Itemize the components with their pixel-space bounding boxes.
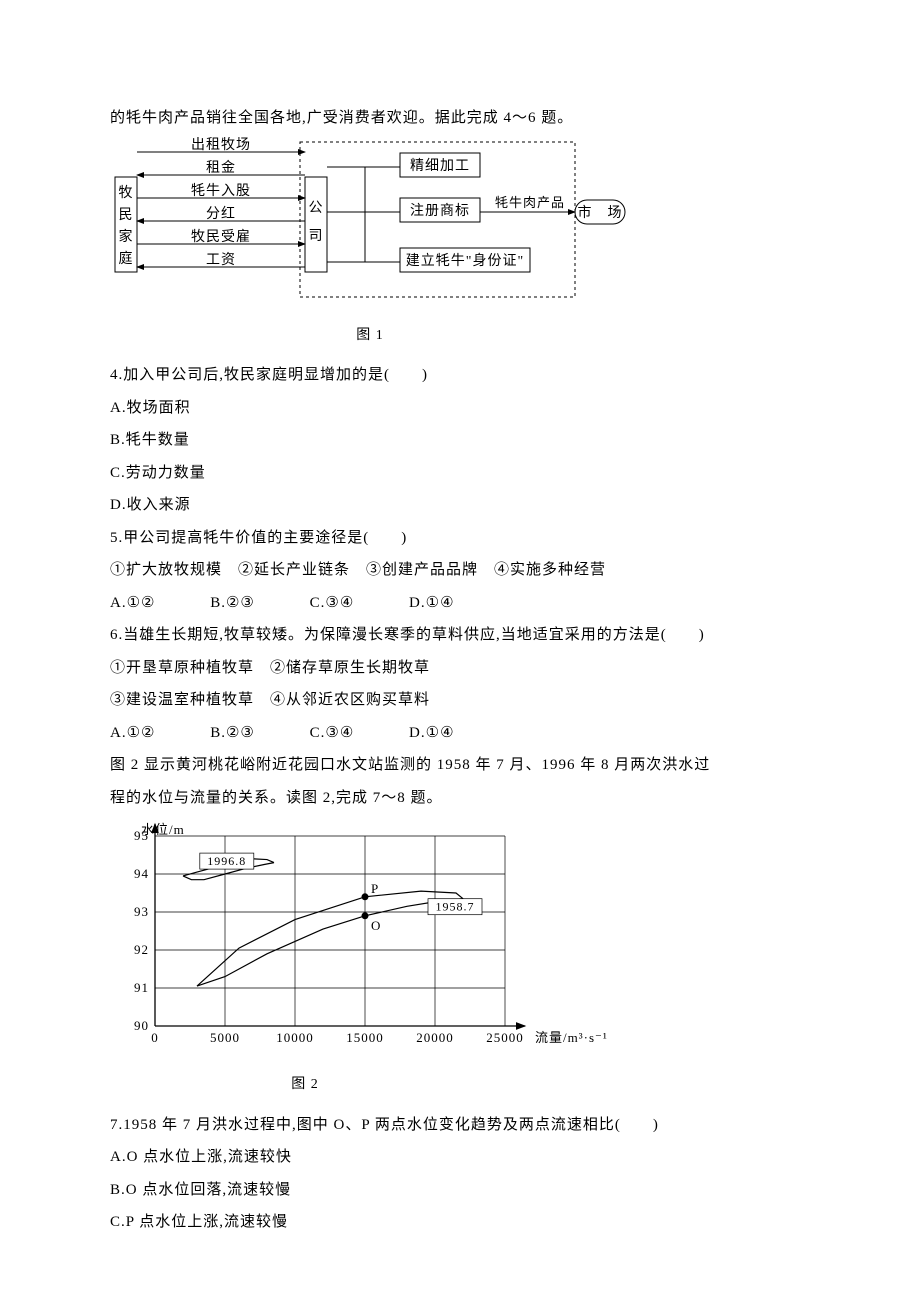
svg-text:精细加工: 精细加工 (410, 158, 470, 174)
svg-text:租金: 租金 (206, 160, 236, 176)
svg-text:92: 92 (134, 942, 149, 957)
svg-text:牧: 牧 (119, 185, 134, 201)
svg-text:93: 93 (134, 904, 149, 919)
svg-text:1958.7: 1958.7 (436, 900, 475, 914)
q7-opt-c: C.P 点水位上涨,流速较慢 (110, 1208, 810, 1237)
svg-text:91: 91 (134, 980, 149, 995)
q4-opt-a: A.牧场面积 (110, 394, 810, 423)
figure-2: 9091929394950500010000150002000025000水位/… (110, 816, 810, 1099)
svg-text:20000: 20000 (416, 1030, 454, 1045)
svg-text:94: 94 (134, 866, 149, 881)
q6-stem: 6.当雄生长期短,牧草较矮。为保障漫长寒季的草料供应,当地适宜采用的方法是( ) (110, 621, 810, 650)
q4-opt-c: C.劳动力数量 (110, 459, 810, 488)
svg-text:分红: 分红 (206, 206, 236, 222)
svg-text:牧民受雇: 牧民受雇 (191, 228, 251, 245)
intro-text-2a: 图 2 显示黄河桃花峪附近花园口水文站监测的 1958 年 7 月、1996 年… (110, 751, 810, 780)
q4-opt-b: B.牦牛数量 (110, 426, 810, 455)
q5-options: A.①② B.②③ C.③④ D.①④ (110, 589, 810, 618)
figure-1-svg: 牧民家庭 公司 出租牧场租金牦牛入股分红牧民受雇工资 精细加工注册商标建立牦牛"身份证… (110, 137, 630, 317)
q5-opt-b: B.②③ (210, 589, 255, 618)
svg-text:注册商标: 注册商标 (410, 203, 470, 219)
q6-line2: ①开垦草原种植牧草 ②储存草原生长期牧草 (110, 654, 810, 683)
q6-opt-b: B.②③ (210, 719, 255, 748)
svg-text:0: 0 (151, 1030, 159, 1045)
svg-text:牦牛肉产品: 牦牛肉产品 (495, 195, 565, 210)
q5-opt-a: A.①② (110, 589, 155, 618)
figure-2-caption: 图 2 (110, 1072, 500, 1099)
svg-text:公: 公 (309, 201, 324, 216)
svg-text:流量/m³·s⁻¹: 流量/m³·s⁻¹ (535, 1030, 608, 1045)
svg-text:民: 民 (119, 208, 134, 223)
svg-text:市 场: 市 场 (578, 204, 623, 221)
figure-1: 牧民家庭 公司 出租牧场租金牦牛入股分红牧民受雇工资 精细加工注册商标建立牦牛"身份证… (110, 137, 810, 350)
svg-text:5000: 5000 (210, 1030, 240, 1045)
q6-opt-d: D.①④ (409, 719, 454, 748)
svg-text:1996.8: 1996.8 (207, 854, 246, 868)
svg-text:P: P (371, 881, 379, 896)
q4-stem: 4.加入甲公司后,牧民家庭明显增加的是( ) (110, 361, 810, 390)
q5-opt-d: D.①④ (409, 589, 454, 618)
svg-text:家: 家 (119, 228, 134, 245)
intro-text-2b: 程的水位与流量的关系。读图 2,完成 7～8 题。 (110, 784, 810, 813)
q5-line2: ①扩大放牧规模 ②延长产业链条 ③创建产品品牌 ④实施多种经营 (110, 556, 810, 585)
q6-options: A.①② B.②③ C.③④ D.①④ (110, 719, 810, 748)
svg-text:水位/m: 水位/m (141, 822, 185, 837)
intro-text-1: 的牦牛肉产品销往全国各地,广受消费者欢迎。据此完成 4～6 题。 (110, 104, 810, 133)
svg-text:25000: 25000 (486, 1030, 524, 1045)
svg-text:工资: 工资 (206, 252, 236, 268)
svg-text:90: 90 (134, 1018, 149, 1033)
svg-text:O: O (371, 918, 381, 933)
svg-text:庭: 庭 (119, 250, 134, 267)
svg-text:出租牧场: 出租牧场 (191, 137, 251, 153)
svg-text:司: 司 (309, 229, 324, 244)
q4-opt-d: D.收入来源 (110, 491, 810, 520)
q6-opt-c: C.③④ (310, 719, 355, 748)
q7-opt-a: A.O 点水位上涨,流速较快 (110, 1143, 810, 1172)
q5-stem: 5.甲公司提高牦牛价值的主要途径是( ) (110, 524, 810, 553)
svg-text:建立牦牛"身份证": 建立牦牛"身份证" (406, 253, 524, 269)
q5-opt-c: C.③④ (310, 589, 355, 618)
figure-2-svg: 9091929394950500010000150002000025000水位/… (110, 816, 630, 1066)
figure-1-caption: 图 1 (110, 323, 630, 350)
svg-text:15000: 15000 (346, 1030, 384, 1045)
q6-line3: ③建设温室种植牧草 ④从邻近农区购买草料 (110, 686, 810, 715)
svg-text:10000: 10000 (276, 1030, 314, 1045)
svg-text:牦牛入股: 牦牛入股 (191, 183, 251, 199)
q7-opt-b: B.O 点水位回落,流速较慢 (110, 1176, 810, 1205)
q7-stem: 7.1958 年 7 月洪水过程中,图中 O、P 两点水位变化趋势及两点流速相比… (110, 1111, 810, 1140)
q6-opt-a: A.①② (110, 719, 155, 748)
